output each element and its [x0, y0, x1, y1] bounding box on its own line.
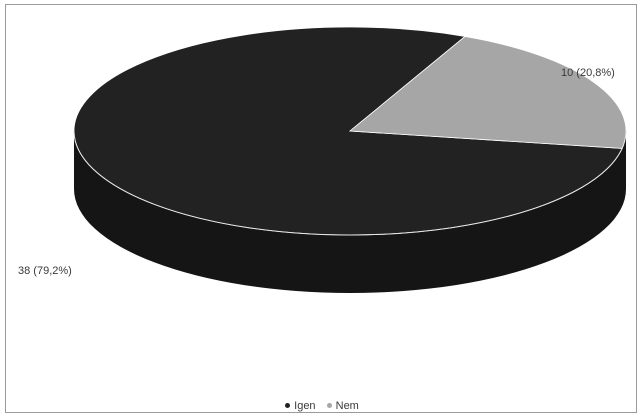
- legend-item-igen: Igen: [285, 399, 316, 412]
- pie-rim-highlight: [73, 130, 627, 236]
- pie-chart: [73, 26, 627, 293]
- legend-label-nem: Nem: [335, 399, 359, 412]
- chart-legend: Igen Nem: [6, 399, 638, 412]
- pie-side: [74, 131, 626, 293]
- chart-area: 38 (79,2%) 10 (20,8%) Igen Nem: [5, 4, 637, 413]
- data-label-igen: 38 (79,2%): [18, 265, 72, 277]
- legend-label-igen: Igen: [294, 399, 316, 412]
- data-label-nem: 10 (20,8%): [561, 67, 615, 79]
- legend-item-nem: Nem: [326, 399, 359, 412]
- legend-swatch-nem: [326, 403, 332, 408]
- legend-swatch-igen: [285, 403, 291, 408]
